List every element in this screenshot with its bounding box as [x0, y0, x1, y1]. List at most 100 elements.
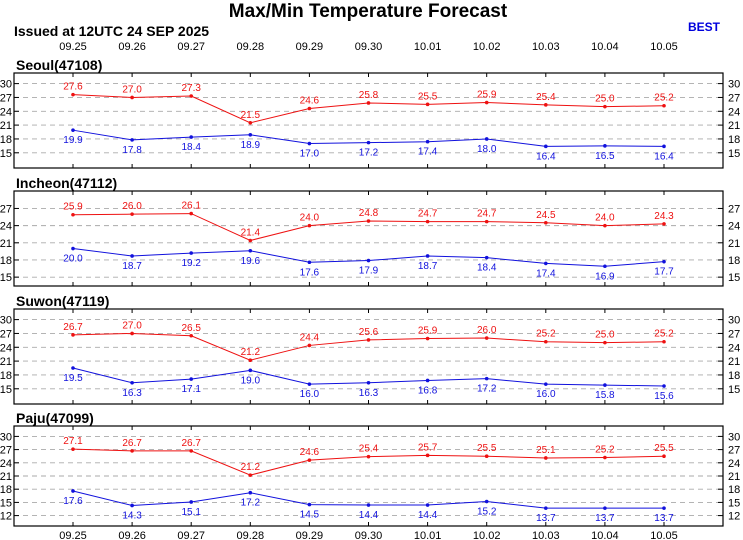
max-temp-point	[248, 121, 253, 125]
y-tick-label-left: 24	[0, 106, 12, 118]
max-temp-point	[248, 473, 253, 477]
min-temp-point	[307, 382, 312, 386]
max-temp-label: 25.5	[418, 91, 438, 102]
max-temp-point	[603, 223, 607, 228]
min-temp-label: 18.7	[418, 261, 438, 272]
y-tick-label-left: 27	[0, 328, 12, 340]
max-temp-point	[189, 94, 193, 98]
y-tick-label-left: 27	[0, 445, 12, 457]
min-temp-point	[248, 249, 253, 253]
min-temp-label: 17.2	[477, 384, 497, 395]
min-temp-label: 14.3	[122, 510, 142, 521]
max-temp-point	[307, 343, 312, 348]
panel-frame	[13, 72, 724, 169]
min-temp-label: 17.6	[300, 267, 320, 278]
max-temp-point	[603, 340, 607, 345]
min-temp-label: 16.0	[536, 389, 556, 400]
min-temp-label: 18.7	[122, 261, 142, 272]
max-temp-label: 25.8	[359, 90, 379, 101]
min-temp-point	[130, 503, 134, 508]
max-temp-label: 27.0	[122, 84, 142, 95]
min-temp-point	[662, 384, 666, 388]
min-temp-point	[603, 264, 607, 269]
max-temp-label: 25.4	[536, 92, 556, 103]
max-temp-point	[248, 238, 253, 243]
x-tick-label-top: 10.05	[650, 41, 678, 53]
best-badge: BEST	[688, 20, 721, 34]
issued-time: Issued at 12UTC 24 SEP 2025	[14, 23, 209, 39]
max-temp-label: 25.2	[536, 329, 556, 340]
min-temp-line	[72, 248, 665, 267]
min-temp-label: 17.7	[654, 267, 674, 278]
max-temp-point	[130, 95, 134, 100]
x-tick-label-bottom: 09.27	[177, 530, 205, 540]
min-temp-label: 13.7	[654, 513, 674, 524]
max-temp-label: 24.6	[300, 447, 320, 458]
x-tick-label-top: 10.04	[591, 41, 619, 53]
min-temp-point	[307, 141, 312, 146]
max-temp-point	[307, 458, 312, 462]
max-temp-label: 26.5	[181, 323, 201, 334]
max-temp-label: 21.2	[241, 462, 261, 473]
y-tick-label-left: 30	[0, 79, 12, 91]
max-temp-label: 24.4	[300, 332, 320, 343]
max-temp-label: 24.0	[300, 213, 320, 224]
y-tick-label-right: 24	[728, 458, 740, 470]
min-temp-label: 13.7	[595, 513, 615, 524]
y-tick-label-left: 30	[0, 315, 12, 327]
y-tick-label-right: 18	[728, 134, 740, 146]
max-temp-label: 27.0	[122, 320, 142, 331]
y-tick-label-left: 15	[0, 272, 12, 284]
max-temp-label: 27.3	[181, 83, 201, 94]
min-temp-label: 14.5	[300, 510, 320, 521]
min-temp-label: 14.4	[418, 510, 438, 521]
max-temp-label: 24.6	[300, 96, 320, 107]
x-tick-label-bottom: 09.29	[296, 530, 324, 540]
y-tick-label-left: 15	[0, 384, 12, 396]
x-tick-label-bottom: 10.02	[473, 530, 501, 540]
min-temp-label: 17.0	[300, 149, 320, 160]
min-temp-point	[484, 376, 489, 381]
min-temp-point	[425, 139, 430, 144]
min-temp-label: 17.6	[63, 496, 83, 507]
x-tick-label-top: 09.25	[59, 41, 87, 53]
y-tick-label-left: 24	[0, 458, 12, 470]
y-tick-label-right: 21	[728, 238, 740, 250]
figure-title: Max/Min Temperature Forecast	[229, 1, 508, 22]
max-temp-point	[366, 219, 371, 223]
min-temp-point	[425, 254, 430, 258]
min-temp-label: 17.1	[181, 384, 201, 395]
x-tick-label-top: 10.02	[473, 41, 501, 53]
station-title: Incheon(47112)	[16, 175, 117, 191]
y-tick-label-right: 21	[728, 471, 740, 483]
min-temp-label: 20.0	[63, 254, 83, 265]
min-temp-point	[189, 135, 193, 139]
y-tick-label-right: 30	[728, 431, 740, 443]
x-tick-label-bottom: 09.28	[237, 530, 265, 540]
max-temp-label: 25.2	[654, 329, 674, 340]
min-temp-label: 15.6	[654, 391, 674, 402]
min-temp-point	[544, 506, 548, 510]
station-title: Paju(47099)	[16, 410, 94, 426]
min-temp-label: 16.4	[536, 151, 556, 162]
min-temp-label: 18.4	[181, 142, 201, 153]
max-temp-label: 24.7	[418, 209, 438, 220]
max-temp-label: 26.7	[63, 322, 83, 333]
max-temp-point	[662, 103, 666, 108]
min-temp-point	[662, 506, 666, 510]
max-temp-point	[603, 104, 607, 109]
min-temp-point	[425, 503, 430, 507]
panel-frame	[13, 190, 724, 287]
max-temp-point	[425, 102, 430, 107]
min-temp-point	[71, 246, 75, 251]
x-tick-label-bottom: 09.26	[118, 530, 146, 540]
min-temp-point	[366, 258, 371, 263]
min-temp-point	[71, 489, 75, 493]
min-temp-point	[307, 260, 312, 265]
max-temp-point	[603, 455, 607, 460]
bottom-x-axis-labels: 09.25 09.26 09.27 09.28 09.29 09.30 10.01 10.02…	[59, 530, 678, 540]
x-tick-label-bottom: 09.30	[355, 530, 383, 540]
